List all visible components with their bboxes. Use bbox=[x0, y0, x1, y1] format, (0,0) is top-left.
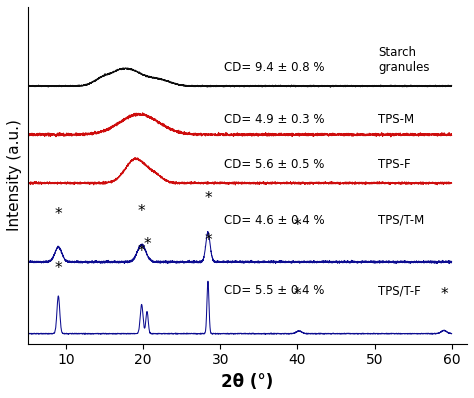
Text: TPS-M: TPS-M bbox=[378, 113, 414, 126]
Text: *: * bbox=[55, 261, 62, 277]
Text: *: * bbox=[293, 218, 301, 233]
Text: TPS-F: TPS-F bbox=[378, 158, 411, 171]
Text: CD= 5.6 ± 0.5 %: CD= 5.6 ± 0.5 % bbox=[224, 158, 325, 171]
Text: TPS/T-F: TPS/T-F bbox=[378, 284, 421, 297]
Text: *: * bbox=[293, 287, 301, 302]
Text: TPS/T-M: TPS/T-M bbox=[378, 214, 425, 227]
Y-axis label: Intensity (a.u.): Intensity (a.u.) bbox=[7, 119, 22, 231]
Text: *: * bbox=[55, 207, 62, 222]
Text: CD= 5.5 ± 0.4 %: CD= 5.5 ± 0.4 % bbox=[224, 284, 325, 297]
Text: CD= 4.6 ± 0.4 %: CD= 4.6 ± 0.4 % bbox=[224, 214, 325, 227]
Text: Starch
granules: Starch granules bbox=[378, 46, 430, 74]
Text: *: * bbox=[440, 287, 448, 302]
Text: *: * bbox=[204, 232, 212, 248]
Text: CD= 4.9 ± 0.3 %: CD= 4.9 ± 0.3 % bbox=[224, 113, 325, 126]
X-axis label: 2θ (°): 2θ (°) bbox=[221, 373, 273, 391]
Text: CD= 9.4 ± 0.8 %: CD= 9.4 ± 0.8 % bbox=[224, 61, 325, 74]
Text: *: * bbox=[143, 237, 151, 252]
Text: *: * bbox=[138, 244, 146, 259]
Text: *: * bbox=[204, 191, 212, 206]
Text: *: * bbox=[138, 204, 146, 219]
